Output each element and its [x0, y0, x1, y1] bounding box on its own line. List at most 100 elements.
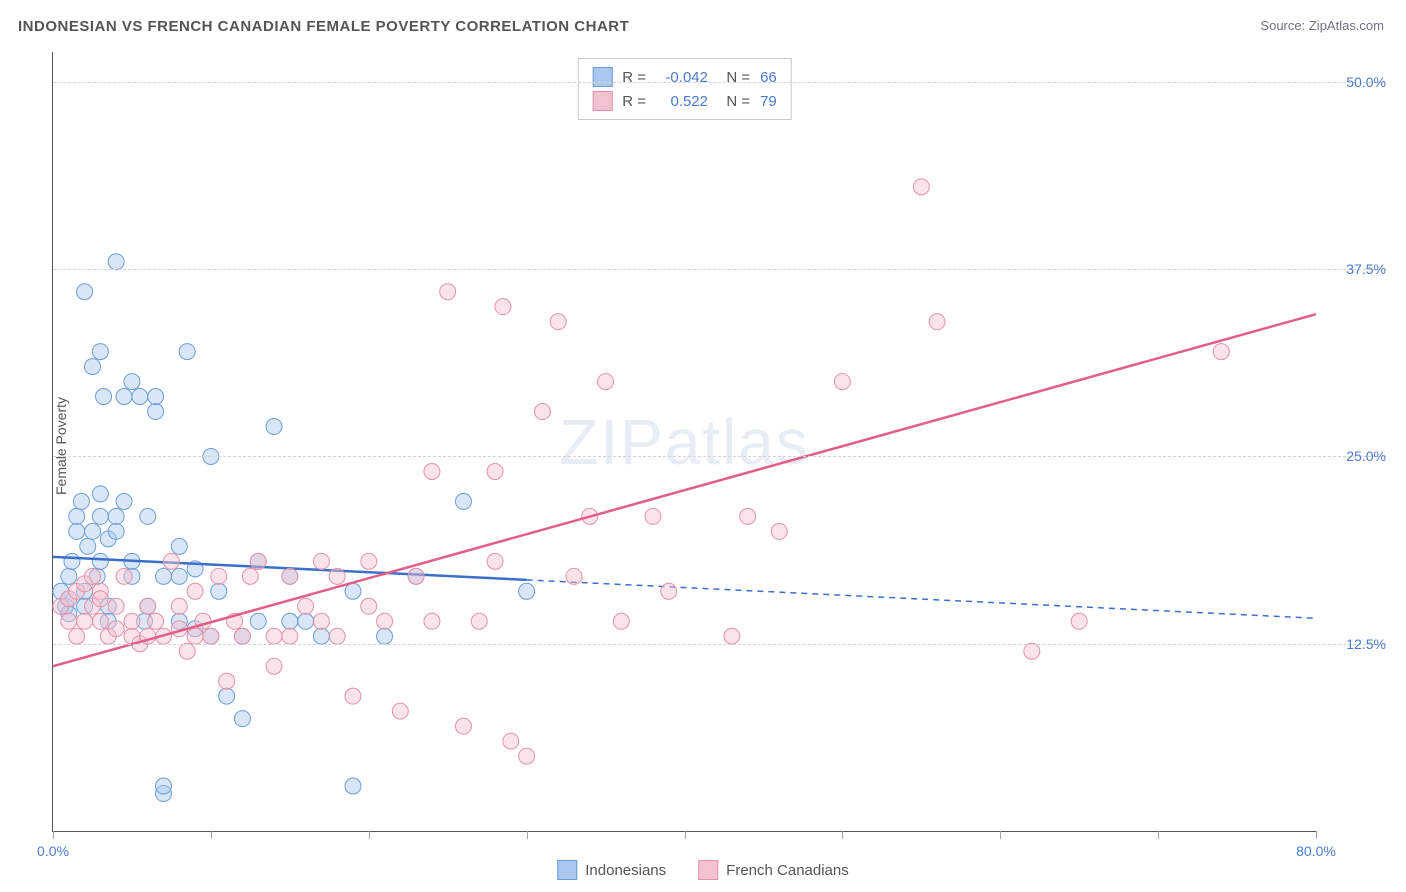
scatter-point: [377, 628, 393, 644]
scatter-point: [84, 523, 100, 539]
legend-label-indonesians: Indonesians: [585, 862, 666, 879]
gridline-h: [53, 644, 1386, 645]
source-attribution: Source: ZipAtlas.com: [1260, 18, 1384, 33]
scatter-point: [266, 628, 282, 644]
scatter-point: [92, 613, 108, 629]
scatter-point: [148, 613, 164, 629]
y-tick-label: 25.0%: [1326, 448, 1386, 464]
scatter-point: [211, 568, 227, 584]
scatter-point: [377, 613, 393, 629]
scatter-point: [250, 553, 266, 569]
scatter-point: [740, 508, 756, 524]
scatter-point: [313, 613, 329, 629]
scatter-point: [598, 374, 614, 390]
scatter-point: [266, 419, 282, 435]
scatter-point: [234, 628, 250, 644]
scatter-point: [148, 404, 164, 420]
legend-item-indonesians: Indonesians: [557, 860, 666, 880]
scatter-point: [171, 598, 187, 614]
scatter-point: [108, 621, 124, 637]
x-tick: [53, 831, 54, 839]
scatter-point: [242, 568, 258, 584]
scatter-point: [140, 598, 156, 614]
y-tick-label: 50.0%: [1326, 74, 1386, 90]
scatter-point: [613, 613, 629, 629]
gridline-h: [53, 82, 1386, 83]
x-tick: [1316, 831, 1317, 839]
scatter-point: [156, 568, 172, 584]
scatter-point: [124, 613, 140, 629]
scatter-point: [108, 508, 124, 524]
scatter-point: [80, 538, 96, 554]
scatter-point: [92, 344, 108, 360]
scatter-point: [408, 568, 424, 584]
x-tick: [1158, 831, 1159, 839]
x-tick: [685, 831, 686, 839]
scatter-point: [69, 508, 85, 524]
scatter-point: [250, 613, 266, 629]
scatter-point: [116, 493, 132, 509]
y-tick-label: 37.5%: [1326, 261, 1386, 277]
scatter-point: [61, 613, 77, 629]
scatter-point: [519, 583, 535, 599]
scatter-point: [455, 493, 471, 509]
scatter-point: [92, 591, 108, 607]
scatter-point: [771, 523, 787, 539]
scatter-point: [566, 568, 582, 584]
scatter-point: [661, 583, 677, 599]
scatter-point: [77, 613, 93, 629]
plot-area: ZIPatlas R = -0.042 N = 66 R = 0.522 N =…: [52, 52, 1316, 832]
scatter-point: [724, 628, 740, 644]
scatter-point: [219, 688, 235, 704]
scatter-point: [234, 711, 250, 727]
scatter-point: [187, 583, 203, 599]
scatter-point: [503, 733, 519, 749]
scatter-point: [84, 568, 100, 584]
scatter-point: [108, 523, 124, 539]
scatter-point: [345, 688, 361, 704]
scatter-point: [108, 254, 124, 270]
scatter-point: [92, 486, 108, 502]
scatter-point: [148, 389, 164, 405]
scatter-point: [156, 778, 172, 794]
legend-item-french-canadians: French Canadians: [698, 860, 849, 880]
scatter-point: [424, 613, 440, 629]
swatch-indonesians: [557, 860, 577, 880]
gridline-h: [53, 456, 1386, 457]
scatter-point: [282, 628, 298, 644]
scatter-point: [929, 314, 945, 330]
scatter-point: [64, 553, 80, 569]
plot-svg: [53, 52, 1316, 831]
scatter-point: [140, 508, 156, 524]
scatter-point: [392, 703, 408, 719]
scatter-point: [345, 583, 361, 599]
scatter-point: [645, 508, 661, 524]
swatch-french-canadians: [698, 860, 718, 880]
gridline-h: [53, 269, 1386, 270]
scatter-point: [471, 613, 487, 629]
scatter-point: [84, 359, 100, 375]
scatter-point: [424, 463, 440, 479]
scatter-point: [313, 628, 329, 644]
legend-label-french-canadians: French Canadians: [726, 862, 849, 879]
source-link[interactable]: ZipAtlas.com: [1309, 18, 1384, 33]
chart-container: INDONESIAN VS FRENCH CANADIAN FEMALE POV…: [0, 0, 1406, 892]
scatter-point: [171, 568, 187, 584]
scatter-point: [487, 463, 503, 479]
scatter-point: [203, 628, 219, 644]
scatter-point: [96, 389, 112, 405]
scatter-point: [92, 508, 108, 524]
regression-line-dashed: [527, 580, 1316, 618]
scatter-point: [329, 568, 345, 584]
scatter-point: [163, 553, 179, 569]
scatter-point: [361, 598, 377, 614]
scatter-point: [534, 404, 550, 420]
scatter-point: [69, 628, 85, 644]
scatter-point: [187, 628, 203, 644]
scatter-point: [1213, 344, 1229, 360]
scatter-point: [361, 553, 377, 569]
x-tick-label: 0.0%: [37, 843, 69, 859]
x-tick: [369, 831, 370, 839]
scatter-point: [519, 748, 535, 764]
scatter-point: [266, 658, 282, 674]
